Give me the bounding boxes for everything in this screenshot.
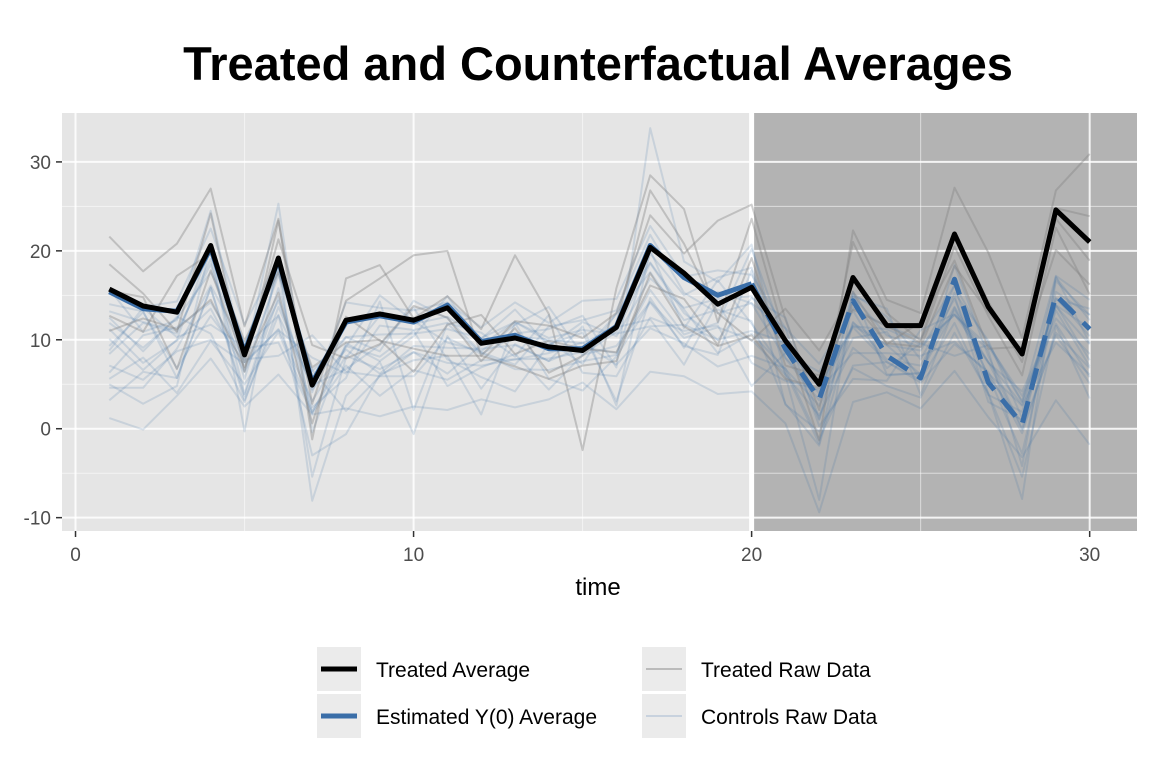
legend-label: Controls Raw Data bbox=[701, 706, 878, 729]
legend-item: Treated Average bbox=[317, 647, 530, 691]
controls-raw-line bbox=[108, 304, 1091, 403]
controls-raw-line bbox=[108, 357, 1091, 514]
x-tick-label: 10 bbox=[403, 545, 424, 566]
controls-raw-line bbox=[108, 309, 1091, 397]
y-axis: -10 0 10 20 30 bbox=[24, 153, 62, 530]
legend-key bbox=[642, 647, 686, 691]
controls-raw-line bbox=[108, 248, 1091, 421]
controls-raw-line bbox=[108, 290, 1091, 428]
y-tick-label: 30 bbox=[30, 153, 51, 174]
legend: Treated Average Estimated Y(0) Average Tre… bbox=[317, 647, 878, 738]
treated-raw-line bbox=[108, 226, 1091, 377]
y-tick-label: 20 bbox=[30, 242, 51, 263]
plot-panel bbox=[62, 113, 1137, 531]
legend-key bbox=[642, 694, 686, 738]
treated-raw-line bbox=[108, 203, 1090, 411]
legend-label: Treated Average bbox=[376, 659, 530, 682]
legend-label: Estimated Y(0) Average bbox=[376, 706, 597, 729]
x-tick-label: 30 bbox=[1079, 545, 1100, 566]
chart-title: Treated and Counterfactual Averages bbox=[183, 37, 1013, 90]
y-tick-label: 10 bbox=[30, 331, 51, 352]
legend-label: Treated Raw Data bbox=[701, 659, 871, 682]
legend-item: Controls Raw Data bbox=[642, 694, 878, 738]
y-tick-label: 0 bbox=[40, 420, 51, 441]
legend-item: Estimated Y(0) Average bbox=[317, 694, 597, 738]
controls-raw-line bbox=[108, 243, 1091, 502]
y-tick-label: -10 bbox=[24, 509, 51, 530]
controls-raw-line bbox=[108, 327, 1091, 441]
x-axis: 0 10 20 30 bbox=[70, 531, 1100, 566]
controls-raw-line bbox=[108, 269, 1091, 478]
controls-raw-line bbox=[108, 233, 1091, 424]
x-tick-label: 20 bbox=[741, 545, 762, 566]
controls-raw-line bbox=[108, 269, 1091, 478]
x-axis-title: time bbox=[575, 574, 620, 601]
treated-raw-line bbox=[108, 153, 1091, 452]
x-tick-label: 0 bbox=[70, 545, 81, 566]
legend-item: Treated Raw Data bbox=[642, 647, 871, 691]
y0-average-line-post bbox=[749, 276, 1092, 427]
controls-raw-line bbox=[109, 262, 1091, 455]
treated-average-line bbox=[108, 207, 1092, 388]
post-treatment-shading bbox=[751, 113, 1137, 531]
treated-raw-line bbox=[108, 249, 1091, 425]
